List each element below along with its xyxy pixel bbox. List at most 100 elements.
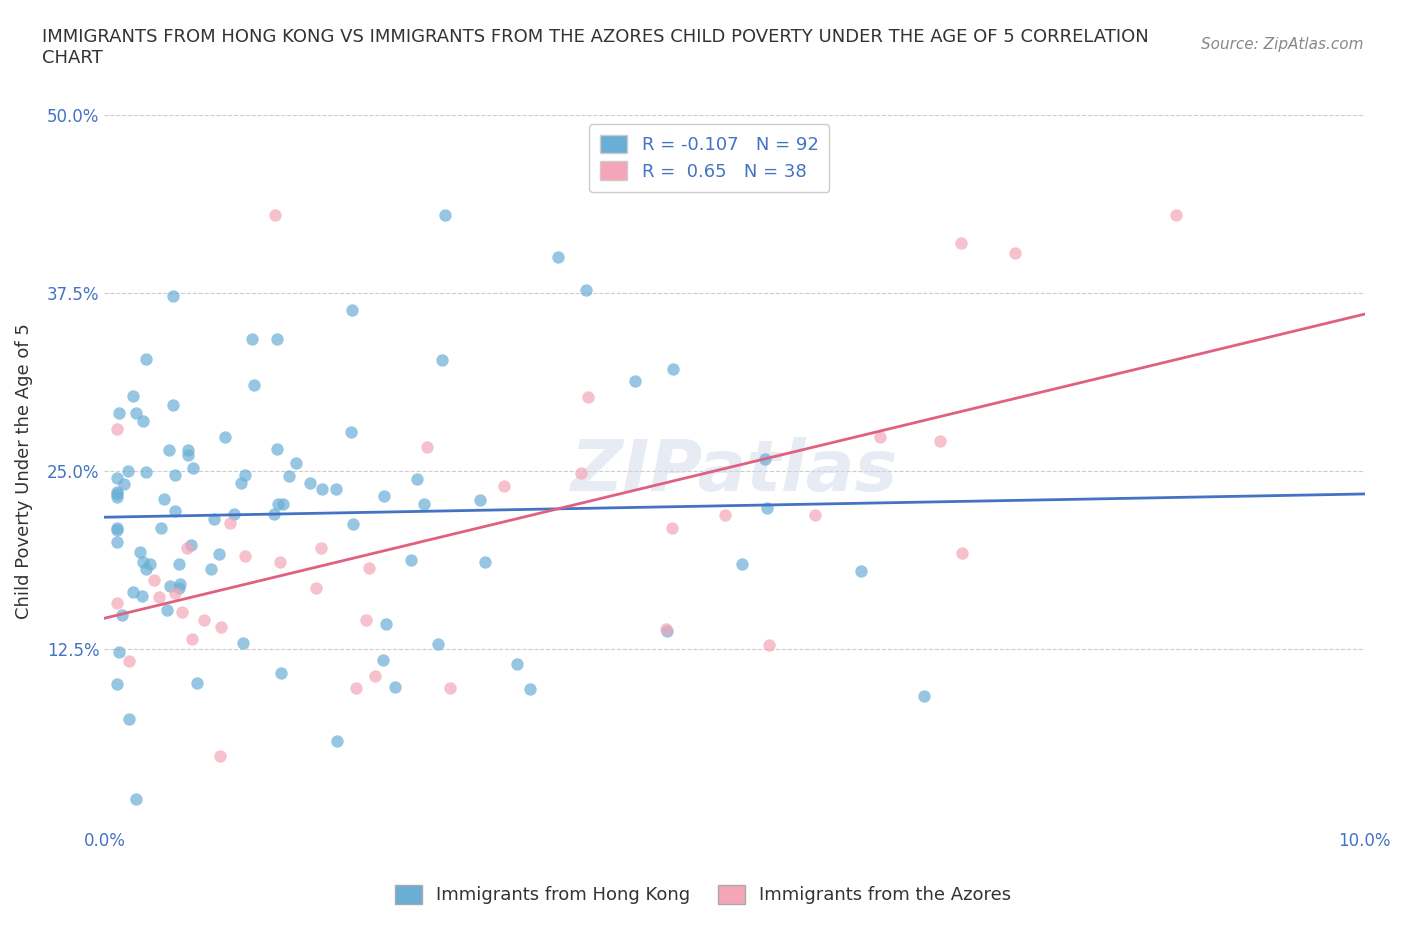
Point <box>186 675 208 690</box>
Point <box>354 612 377 627</box>
Point <box>209 620 232 635</box>
Y-axis label: Child Poverty Under the Age of 5: Child Poverty Under the Age of 5 <box>15 323 32 619</box>
Point <box>163 586 186 601</box>
Point <box>912 689 935 704</box>
Point <box>298 475 321 490</box>
Point <box>430 352 453 367</box>
Point <box>384 679 406 694</box>
Point <box>135 352 157 366</box>
Point <box>399 552 422 567</box>
Point <box>233 468 256 483</box>
Point <box>105 470 128 485</box>
Point <box>278 469 301 484</box>
Point <box>373 653 395 668</box>
Point <box>869 429 891 444</box>
Point <box>208 547 231 562</box>
Point <box>121 389 143 404</box>
Point <box>357 560 380 575</box>
Point <box>181 631 204 646</box>
Point <box>470 493 492 508</box>
Point <box>311 481 333 496</box>
Point <box>270 666 292 681</box>
Point <box>193 612 215 627</box>
Point <box>342 516 364 531</box>
Point <box>105 523 128 538</box>
Point <box>142 572 165 587</box>
Point <box>111 607 134 622</box>
Point <box>177 448 200 463</box>
Point <box>849 564 872 578</box>
Point <box>1164 207 1187 222</box>
Point <box>105 422 128 437</box>
Point <box>758 637 780 652</box>
Point <box>439 681 461 696</box>
Point <box>474 554 496 569</box>
Point <box>108 405 131 420</box>
Point <box>167 557 190 572</box>
Point <box>128 545 150 560</box>
Point <box>232 636 254 651</box>
Point <box>214 430 236 445</box>
Point <box>105 535 128 550</box>
Point <box>162 288 184 303</box>
Point <box>177 443 200 458</box>
Point <box>547 250 569 265</box>
Point <box>122 585 145 600</box>
Point <box>131 554 153 569</box>
Point <box>105 596 128 611</box>
Point <box>105 485 128 499</box>
Point <box>264 207 287 222</box>
Text: ZIPatlas: ZIPatlas <box>571 436 898 506</box>
Point <box>576 390 599 405</box>
Point <box>285 455 308 470</box>
Point <box>266 441 288 456</box>
Point <box>263 506 285 521</box>
Point <box>156 603 179 618</box>
Point <box>135 465 157 480</box>
Point <box>427 637 450 652</box>
Text: IMMIGRANTS FROM HONG KONG VS IMMIGRANTS FROM THE AZORES CHILD POVERTY UNDER THE : IMMIGRANTS FROM HONG KONG VS IMMIGRANTS … <box>42 28 1149 67</box>
Point <box>105 676 128 691</box>
Point <box>655 623 678 638</box>
Point <box>125 405 148 420</box>
Point <box>240 332 263 347</box>
Point <box>755 500 778 515</box>
Point <box>108 644 131 659</box>
Point <box>148 590 170 604</box>
Point <box>569 466 592 481</box>
Point <box>804 507 827 522</box>
Point <box>754 451 776 466</box>
Point <box>309 540 332 555</box>
Point <box>135 562 157 577</box>
Point <box>243 378 266 392</box>
Point <box>654 621 676 636</box>
Point <box>412 497 434 512</box>
Point <box>118 654 141 669</box>
Point <box>928 433 950 448</box>
Point <box>105 489 128 504</box>
Point <box>950 235 973 250</box>
Point <box>132 414 155 429</box>
Point <box>159 578 181 593</box>
Point <box>150 521 173 536</box>
Point <box>159 442 181 457</box>
Point <box>416 440 439 455</box>
Point <box>117 463 139 478</box>
Text: Source: ZipAtlas.com: Source: ZipAtlas.com <box>1201 37 1364 52</box>
Point <box>433 207 456 222</box>
Point <box>169 577 191 591</box>
Point <box>340 424 363 439</box>
Point <box>405 472 427 486</box>
Point <box>229 475 252 490</box>
Point <box>105 521 128 536</box>
Point <box>202 512 225 526</box>
Point <box>131 589 153 604</box>
Point <box>181 460 204 475</box>
Point <box>162 397 184 412</box>
Point <box>340 303 363 318</box>
Point <box>267 497 290 512</box>
Point <box>326 734 349 749</box>
Point <box>233 549 256 564</box>
Point <box>662 362 685 377</box>
Point <box>153 492 176 507</box>
